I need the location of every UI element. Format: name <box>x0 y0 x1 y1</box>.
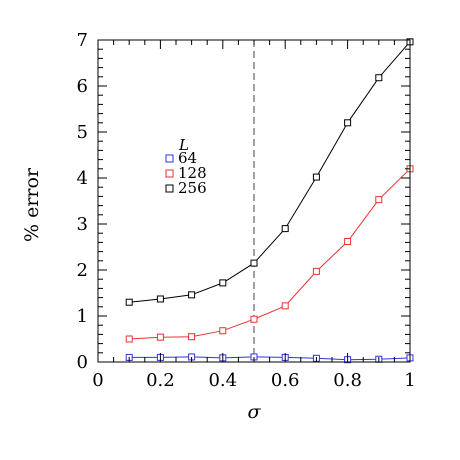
y-axis-label: % error <box>21 167 43 242</box>
series-line <box>129 168 411 340</box>
data-point <box>375 196 383 204</box>
x-tick-label: 0.2 <box>146 370 175 391</box>
data-point <box>156 295 164 303</box>
axis-layer: 0 0.2 0.4 0.6 0.8 1 0 1 2 3 4 5 6 7 <box>77 30 416 391</box>
legend-marker <box>165 184 174 193</box>
x-tick-label: 1 <box>404 370 415 391</box>
y-tick-label: 1 <box>77 306 88 327</box>
legend-title: L <box>178 136 189 154</box>
legend-label: 256 <box>178 179 207 197</box>
series-layer <box>125 38 414 364</box>
x-tick-label: 0.4 <box>208 370 237 391</box>
y-tick-label: 5 <box>77 122 88 143</box>
data-point <box>344 119 352 127</box>
data-point <box>281 302 289 310</box>
data-point <box>250 259 258 267</box>
data-point <box>125 335 133 343</box>
legend-marker <box>165 154 174 163</box>
data-point <box>312 267 320 275</box>
y-tick-label: 4 <box>77 168 88 189</box>
data-point <box>156 333 164 341</box>
data-point <box>312 173 320 181</box>
y-tick-label: 0 <box>77 352 88 373</box>
data-point <box>375 74 383 82</box>
x-tick-label: 0 <box>92 370 103 391</box>
data-point <box>344 237 352 245</box>
y-tick-label: 7 <box>77 30 88 51</box>
data-point <box>188 291 196 299</box>
legend-label: 64 <box>178 149 197 167</box>
x-tick-label: 0.8 <box>333 370 362 391</box>
legend-label: 128 <box>178 164 207 182</box>
x-tick-label: 0.6 <box>271 370 300 391</box>
data-point <box>281 225 289 233</box>
y-tick-label: 2 <box>77 260 88 281</box>
data-point <box>125 298 133 306</box>
data-point <box>250 315 258 323</box>
y-tick-label: 6 <box>77 76 88 97</box>
legend-marker <box>165 169 174 178</box>
data-point <box>219 327 227 335</box>
series-line <box>129 41 411 303</box>
x-axis-label: σ <box>248 401 262 423</box>
data-point <box>219 279 227 287</box>
y-tick-label: 3 <box>77 214 88 235</box>
data-point <box>188 333 196 341</box>
series-128 <box>125 165 414 343</box>
